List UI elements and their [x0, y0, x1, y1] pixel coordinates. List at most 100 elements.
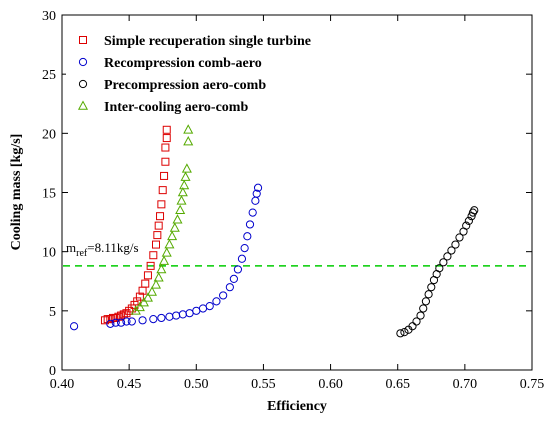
y-tick-label: 0 [49, 364, 56, 379]
data-point [162, 134, 171, 143]
data-point [157, 313, 166, 323]
data-point [142, 292, 153, 302]
data-point [225, 283, 234, 292]
data-point [178, 310, 187, 319]
data-point [154, 221, 163, 230]
data-point [443, 252, 452, 261]
y-tick-label: 15 [42, 187, 56, 202]
data-point [161, 157, 170, 166]
data-point [400, 328, 409, 337]
data-point [427, 283, 436, 292]
y-axis-title: Cooling mass [kg/s] [9, 134, 24, 251]
data-point [122, 309, 131, 318]
data-point [464, 216, 473, 225]
data-point [135, 292, 144, 301]
data-point [470, 206, 479, 215]
data-point [447, 246, 456, 255]
data-point [122, 317, 131, 326]
x-tick-label: 0.65 [385, 377, 410, 392]
data-point [161, 247, 172, 257]
x-tick-label: 0.50 [184, 377, 209, 392]
x-axis-title: Efficiency [267, 399, 327, 414]
data-point [172, 214, 183, 224]
y-tick-label: 20 [42, 127, 56, 142]
data-point [149, 315, 158, 324]
data-points-layer [69, 124, 479, 338]
data-point [455, 233, 464, 242]
data-point [219, 291, 228, 300]
reference-line-group: mref=8.11kg/s [63, 240, 531, 267]
x-tick-label: 0.45 [117, 377, 142, 392]
data-point [180, 171, 191, 181]
legend-marker [78, 57, 88, 67]
data-point [468, 208, 478, 217]
series-3-points [130, 124, 194, 315]
legend-marker [78, 79, 88, 89]
data-point [240, 244, 249, 253]
axis-ticks-layer: 0.40 0.45 0.50 0.55 0.60 0.65 0.70 0.75 0 5 10 15 20… [42, 9, 544, 392]
data-point [419, 304, 428, 313]
series-1-points [69, 183, 263, 331]
data-point [116, 318, 126, 327]
data-point [143, 271, 152, 280]
data-point [416, 311, 425, 320]
data-point [233, 265, 243, 274]
data-point [153, 231, 162, 240]
legend-marker [77, 100, 89, 110]
data-point [146, 261, 155, 270]
data-point [251, 196, 260, 205]
legend-label: Inter-cooling aero-comb [104, 100, 248, 115]
data-point [421, 297, 431, 306]
legend-label: Precompression aero-comb [104, 78, 266, 93]
data-point [134, 301, 145, 312]
legend: Simple recuperation single turbine Recomp… [66, 28, 376, 116]
data-point [153, 272, 164, 282]
data-point [212, 297, 221, 306]
data-point [150, 279, 162, 289]
x-tick-label: 0.40 [50, 377, 75, 392]
series-0-points [100, 125, 171, 325]
ref-label-sub: ref [76, 248, 88, 259]
data-point [160, 171, 169, 180]
data-point [156, 263, 167, 274]
legend-label: Simple recuperation single turbine [104, 34, 311, 49]
y-tick-label: 10 [42, 246, 56, 261]
data-point [252, 189, 261, 198]
data-point [159, 255, 170, 265]
data-point [138, 316, 147, 325]
data-point [198, 304, 208, 313]
data-point [396, 329, 405, 338]
data-point [158, 186, 167, 195]
data-point [435, 264, 444, 273]
legend-box [66, 28, 376, 116]
data-point [253, 183, 263, 192]
data-point [156, 212, 165, 221]
data-point [229, 274, 238, 283]
data-point [183, 136, 194, 146]
data-point [164, 239, 175, 249]
data-point [141, 279, 150, 288]
y-tick-label: 30 [42, 9, 56, 24]
data-point [181, 163, 192, 173]
data-point [177, 186, 188, 197]
data-point [111, 313, 120, 322]
data-point [205, 302, 214, 311]
data-point [412, 317, 421, 326]
data-point [125, 306, 134, 315]
data-point [248, 208, 257, 217]
data-point [149, 251, 158, 260]
data-point [133, 297, 142, 306]
x-tick-label: 0.75 [520, 377, 545, 392]
x-tick-label: 0.70 [453, 377, 478, 392]
ref-label-main: m [66, 240, 76, 255]
data-point [192, 306, 201, 315]
y-tick-label: 25 [42, 68, 56, 83]
data-point [176, 195, 187, 205]
data-point [439, 258, 448, 267]
data-point [146, 286, 158, 296]
legend-label: Recompression comb-aero [104, 56, 262, 71]
data-point [167, 230, 178, 241]
data-point [408, 322, 417, 331]
